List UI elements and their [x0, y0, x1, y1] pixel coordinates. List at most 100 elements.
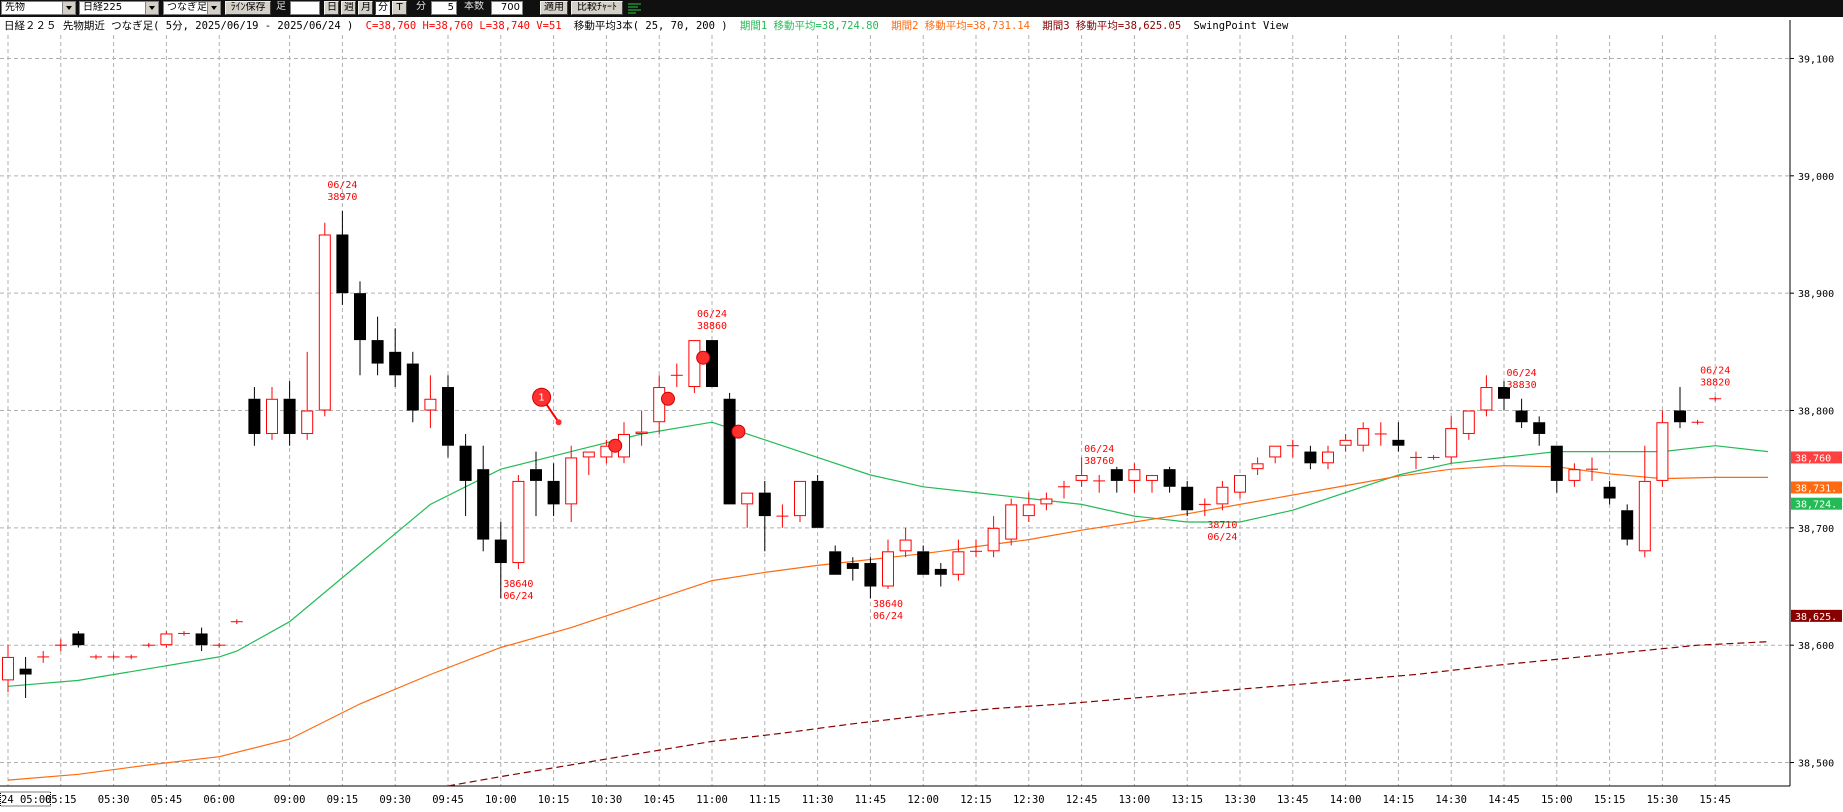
candle[interactable]: [1691, 419, 1704, 425]
candle[interactable]: [565, 445, 578, 522]
candle[interactable]: [195, 627, 208, 652]
candle[interactable]: [1568, 463, 1581, 487]
candle[interactable]: [1322, 445, 1334, 470]
candle[interactable]: [1058, 480, 1070, 499]
marker-circle[interactable]: [661, 391, 675, 406]
candle[interactable]: [213, 642, 226, 648]
candle[interactable]: [1410, 451, 1422, 470]
candle[interactable]: [934, 563, 947, 587]
apply-button[interactable]: 適用: [540, 1, 568, 15]
index-select[interactable]: 日経225: [79, 1, 159, 15]
candle[interactable]: [301, 351, 314, 440]
candle[interactable]: [107, 654, 120, 660]
candle[interactable]: [125, 654, 138, 660]
chevron-down-icon[interactable]: [207, 2, 220, 14]
candle[interactable]: [1445, 416, 1458, 464]
candle[interactable]: [1550, 445, 1563, 493]
candle[interactable]: [917, 545, 930, 575]
candle[interactable]: [723, 392, 736, 505]
candle[interactable]: [90, 654, 102, 660]
candle[interactable]: [1709, 396, 1722, 402]
candle[interactable]: [952, 539, 965, 581]
candle[interactable]: [1427, 455, 1440, 460]
candle[interactable]: [1110, 466, 1123, 493]
candle[interactable]: [1498, 381, 1510, 411]
candle[interactable]: [530, 451, 542, 517]
candle[interactable]: [354, 281, 366, 376]
candle[interactable]: [670, 363, 683, 388]
candle[interactable]: [1357, 422, 1370, 452]
chart-style-icon[interactable]: [627, 1, 643, 15]
candle[interactable]: [459, 433, 472, 517]
candle[interactable]: [1304, 445, 1317, 470]
candle[interactable]: [741, 492, 754, 528]
candle[interactable]: [1251, 457, 1264, 476]
chevron-down-icon[interactable]: [145, 2, 158, 14]
candle[interactable]: [1533, 416, 1546, 446]
candle[interactable]: [371, 316, 384, 376]
candle[interactable]: [318, 222, 331, 417]
marker-circle[interactable]: [532, 387, 552, 407]
candle[interactable]: [1005, 498, 1018, 546]
candle[interactable]: [547, 463, 560, 517]
candle[interactable]: [336, 211, 349, 305]
minute-button[interactable]: 分: [375, 1, 390, 15]
candle[interactable]: [1480, 375, 1493, 417]
candle[interactable]: [2, 645, 14, 693]
candle[interactable]: [37, 651, 50, 663]
candle[interactable]: [1269, 445, 1282, 464]
candle[interactable]: [1040, 492, 1053, 511]
candle[interactable]: [72, 631, 85, 648]
candle[interactable]: [1621, 504, 1634, 546]
candle[interactable]: [494, 521, 507, 599]
candle[interactable]: [811, 475, 824, 528]
candle[interactable]: [987, 516, 1000, 558]
candle[interactable]: [829, 545, 842, 575]
save-line-button[interactable]: ﾗｲﾝ保存: [225, 1, 271, 15]
chevron-down-icon[interactable]: [62, 2, 75, 14]
candle[interactable]: [1674, 387, 1686, 429]
candle[interactable]: [406, 351, 419, 423]
candle[interactable]: [1515, 398, 1528, 429]
candle[interactable]: [688, 340, 701, 393]
candle[interactable]: [1198, 498, 1211, 517]
candle[interactable]: [230, 619, 243, 625]
candle[interactable]: [1586, 457, 1598, 481]
candle[interactable]: [846, 557, 859, 581]
candle[interactable]: [635, 410, 648, 446]
period-input[interactable]: [290, 1, 320, 15]
candle[interactable]: [178, 631, 190, 636]
candle[interactable]: [1638, 445, 1651, 558]
market-select[interactable]: 先物: [1, 1, 76, 15]
candle[interactable]: [1392, 422, 1405, 452]
count-input[interactable]: 700: [491, 1, 523, 15]
candle[interactable]: [706, 340, 718, 388]
candle[interactable]: [794, 480, 806, 522]
candle[interactable]: [266, 387, 278, 440]
candle[interactable]: [1216, 480, 1229, 511]
candle[interactable]: [54, 639, 67, 652]
candle[interactable]: [970, 539, 982, 558]
candle[interactable]: [389, 328, 402, 388]
candle[interactable]: [882, 539, 894, 589]
candle[interactable]: [899, 527, 912, 558]
candle[interactable]: [1181, 480, 1194, 517]
interval-input[interactable]: 5: [431, 1, 457, 15]
candle[interactable]: [1093, 475, 1106, 493]
candle[interactable]: [1022, 492, 1035, 522]
compare-chart-button[interactable]: 比較ﾁｬｰﾄ: [571, 1, 623, 15]
marker-circle[interactable]: [731, 424, 746, 439]
candle[interactable]: [1374, 422, 1387, 446]
candle[interactable]: [1339, 433, 1352, 452]
marker-circle[interactable]: [608, 438, 623, 453]
candle[interactable]: [653, 375, 666, 434]
candle[interactable]: [248, 387, 261, 446]
candle[interactable]: [1462, 410, 1475, 440]
candle[interactable]: [442, 375, 454, 458]
candle[interactable]: [283, 381, 296, 446]
candle[interactable]: [477, 445, 490, 552]
candle[interactable]: [776, 504, 789, 528]
candle[interactable]: [864, 557, 877, 599]
candle[interactable]: [424, 375, 437, 429]
